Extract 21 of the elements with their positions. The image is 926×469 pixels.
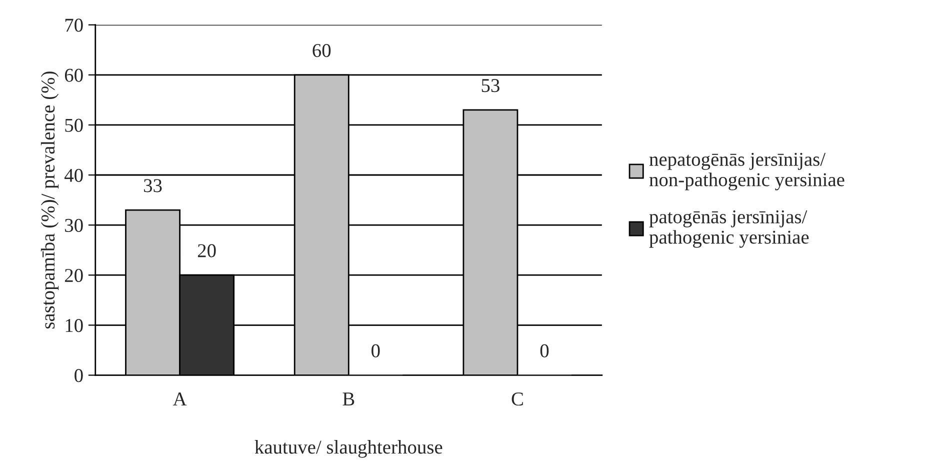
legend-label: patogēnās jersīnijas/ pathogenic yersiniae	[649, 210, 809, 248]
y-tick-label: 40	[64, 168, 83, 182]
x-tick-label: B	[342, 392, 354, 406]
y-tick-label: 10	[66, 318, 83, 332]
data-label: 60	[312, 44, 331, 58]
data-label: 0	[540, 344, 549, 358]
y-tick-label: 0	[74, 369, 83, 382]
y-tick-label: 60	[64, 68, 83, 82]
y-tick-label: 70	[65, 18, 83, 32]
data-label: 53	[482, 79, 500, 92]
data-label: 0	[372, 344, 380, 358]
x-tick-label: C	[512, 392, 523, 406]
y-tick-label: 20	[64, 268, 83, 282]
y-tick-label: 30	[65, 218, 83, 232]
legend-label: nepatogēnās jersīnijas/ non-pathogenic yersiniae	[649, 152, 844, 190]
data-label: 20	[198, 244, 216, 258]
x-axis-title: kautuve/ slaughterhouse	[254, 440, 442, 458]
y-axis-title: sastopamība (%)/ prevalence (%)	[40, 72, 59, 329]
x-tick-label: A	[172, 392, 187, 406]
data-label: 33	[144, 179, 162, 192]
y-tick-label: 50	[65, 118, 83, 132]
